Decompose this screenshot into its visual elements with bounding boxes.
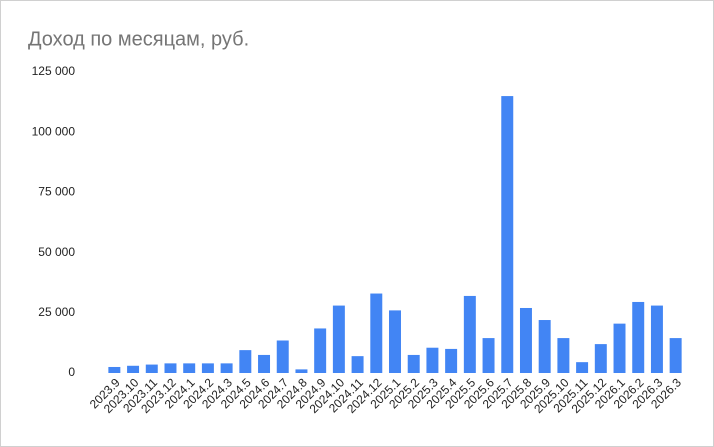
bar <box>407 354 420 373</box>
bar <box>482 338 495 373</box>
y-tick-label: 75 000 <box>38 185 75 199</box>
bar <box>463 295 476 373</box>
bar <box>389 310 401 373</box>
bar <box>501 96 514 373</box>
bar <box>332 305 345 373</box>
bar <box>183 363 196 373</box>
bar <box>351 356 364 373</box>
bar <box>314 328 327 373</box>
y-tick-label: 25 000 <box>38 305 75 319</box>
bar <box>258 354 271 373</box>
bar <box>239 350 252 373</box>
bar <box>613 323 626 373</box>
bar <box>426 347 439 373</box>
bar <box>519 307 532 373</box>
bar <box>370 293 383 373</box>
y-tick-label: 100 000 <box>32 124 76 138</box>
bar <box>276 340 289 373</box>
bar <box>127 365 140 373</box>
chart-title: Доход по месяцам, руб. <box>28 28 249 50</box>
bar <box>164 363 177 373</box>
bar <box>220 363 233 373</box>
bar <box>445 348 458 373</box>
bar <box>650 305 663 373</box>
y-tick-label: 125 000 <box>32 64 76 78</box>
y-tick-label: 0 <box>68 365 75 379</box>
bar <box>538 320 551 373</box>
bar <box>594 344 607 373</box>
bar <box>557 338 570 373</box>
bar <box>295 369 308 373</box>
bar <box>576 362 589 373</box>
bar <box>669 338 682 373</box>
bar <box>201 363 214 373</box>
bar <box>108 366 121 373</box>
bar <box>145 364 158 373</box>
bar <box>632 301 645 373</box>
y-tick-label: 50 000 <box>38 245 75 259</box>
